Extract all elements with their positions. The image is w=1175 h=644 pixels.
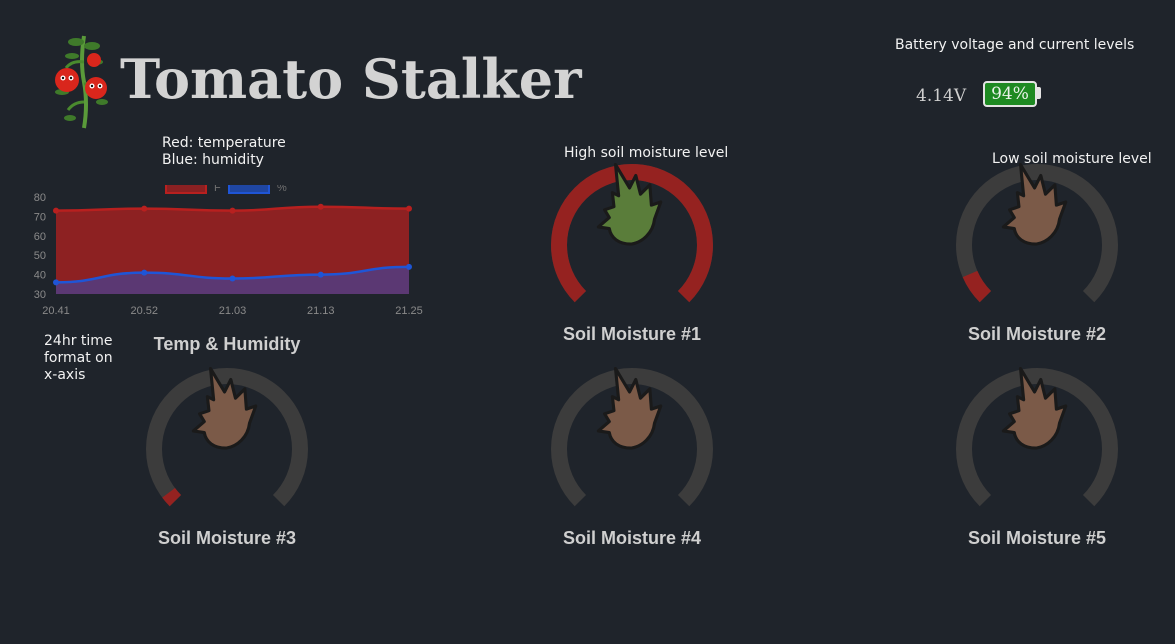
dry-leaf-icon [596, 367, 663, 450]
dry-leaf-icon [1001, 367, 1068, 450]
tomato-plant-icon [55, 35, 108, 129]
high-moisture-note: High soil moisture level [564, 145, 729, 161]
gauge-value-arc [162, 487, 182, 507]
y-tick-label: 40 [34, 270, 46, 282]
gauge-track [551, 368, 713, 507]
chart-legend-note: Red: temperature Blue: humidity [162, 135, 286, 169]
soil-moisture-gauge-2 [956, 163, 1118, 303]
gauge-track [956, 368, 1118, 507]
dry-leaf-icon-shape [1001, 163, 1068, 246]
chart-title: Temp & Humidity [153, 334, 301, 354]
leaf-icon [596, 163, 663, 246]
app-title: Tomato Stalker [120, 47, 582, 111]
series-point-1-4 [406, 263, 412, 270]
soil-moisture-title-3: Soil Moisture #3 [157, 528, 297, 548]
temp-humidity-chart: F % 30 40 50 60 70 80 20.41 20.52 21.03 21.13 21.25 [34, 185, 423, 317]
y-tick-label: 80 [34, 192, 46, 204]
soil-moisture-title-2: Soil Moisture #2 [967, 324, 1107, 344]
dry-leaf-icon-shape [191, 367, 258, 450]
series-point-1-0 [53, 279, 59, 286]
x-tick-label: 20.52 [130, 305, 158, 317]
y-tick-label: 60 [34, 231, 46, 243]
battery-note: Battery voltage and current levels [895, 37, 1135, 53]
soil-moisture-gauge-3 [146, 367, 308, 507]
dry-leaf-icon-shape [1001, 367, 1068, 450]
series-point-0-0 [53, 207, 59, 214]
axis-note-line-2: format on [44, 350, 113, 366]
dry-leaf-icon-shape [596, 367, 663, 450]
x-tick-label: 21.03 [219, 305, 247, 317]
gauge-value-arc [551, 164, 713, 303]
legend-label-1: % [277, 185, 287, 194]
legend-label-0: F [214, 185, 221, 194]
series-point-1-3 [317, 271, 324, 278]
dry-leaf-icon [191, 367, 258, 450]
series-point-1-2 [229, 275, 236, 282]
gauge-track [146, 368, 308, 507]
battery-voltage: 4.14V [916, 86, 967, 106]
series-point-0-3 [317, 203, 324, 210]
axis-note-line-1: 24hr time [44, 333, 113, 349]
y-tick-label: 50 [34, 250, 46, 262]
leaf-icon-shape [596, 163, 663, 246]
soil-moisture-gauge-5 [956, 367, 1118, 507]
x-tick-label: 21.25 [395, 305, 423, 317]
series-point-0-2 [229, 207, 236, 214]
legend-swatch-1 [228, 185, 270, 194]
series-point-1-1 [141, 269, 148, 276]
x-tick-label: 20.41 [42, 305, 70, 317]
gauge-value-arc [962, 270, 992, 303]
soil-moisture-title-4: Soil Moisture #4 [562, 528, 702, 548]
legend-swatch-0 [165, 185, 207, 194]
gauge-track [956, 164, 1118, 303]
dry-leaf-icon [1001, 163, 1068, 246]
battery-terminal-icon [1037, 87, 1041, 99]
axis-note-line-3: x-axis [44, 367, 86, 383]
chart-legend-note-temp: Red: temperature [162, 135, 286, 151]
soil-moisture-title-5: Soil Moisture #5 [967, 528, 1107, 548]
series-point-0-1 [141, 205, 148, 212]
axis-format-note: 24hr time format on x-axis [44, 333, 113, 384]
x-tick-label: 21.13 [307, 305, 335, 317]
y-tick-label: 70 [34, 211, 46, 223]
chart-legend-note-humidity: Blue: humidity [162, 152, 264, 168]
battery-level-badge: 94% [983, 81, 1037, 107]
y-tick-label: 30 [34, 289, 46, 301]
series-point-0-4 [406, 205, 412, 212]
soil-moisture-gauge-4 [551, 367, 713, 507]
soil-moisture-title-1: Soil Moisture #1 [562, 324, 702, 344]
soil-moisture-gauge-1 [551, 163, 713, 303]
low-moisture-note: Low soil moisture level [992, 151, 1152, 167]
